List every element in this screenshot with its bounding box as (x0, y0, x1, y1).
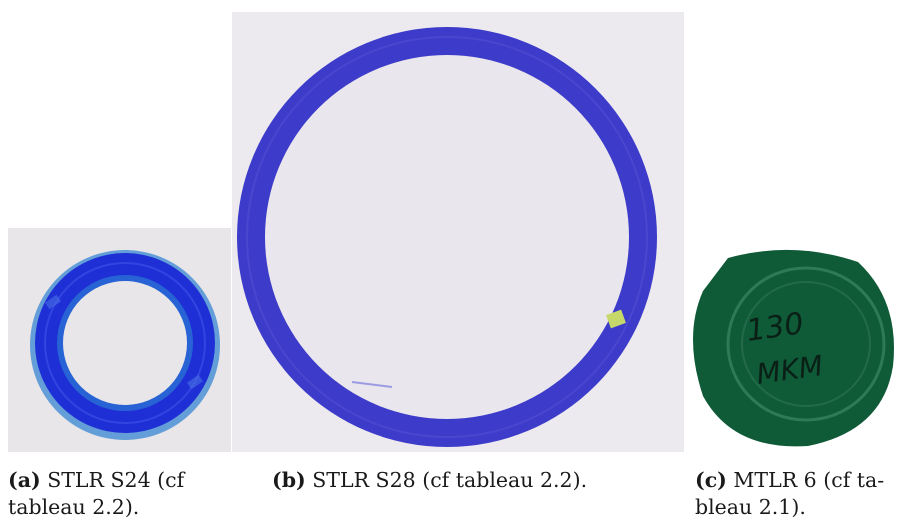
handwriting-number: 130 (744, 306, 806, 349)
photo-stlr-s24 (8, 228, 231, 452)
caption-c: (c) MTLR 6 (cf ta- bleau 2.1). (695, 467, 907, 521)
caption-c-text-2: bleau 2.1). (695, 495, 806, 519)
caption-b-label: (b) (272, 468, 306, 492)
photo-stlr-s28 (232, 12, 684, 452)
caption-b: (b) STLR S28 (cf tableau 2.2). (272, 467, 672, 494)
caption-a-text-2: tableau 2.2). (8, 495, 140, 519)
caption-a-label: (a) (8, 468, 41, 492)
caption-c-text-1: MTLR 6 (cf ta- (733, 468, 885, 492)
photo-mtlr-6: 130 MKM (688, 246, 900, 452)
caption-a: (a) STLR S24 (cf tableau 2.2). (8, 467, 230, 521)
caption-b-text: STLR S28 (cf tableau 2.2). (312, 468, 588, 492)
caption-a-text-1: STLR S24 (cf (47, 468, 185, 492)
caption-c-label: (c) (695, 468, 727, 492)
